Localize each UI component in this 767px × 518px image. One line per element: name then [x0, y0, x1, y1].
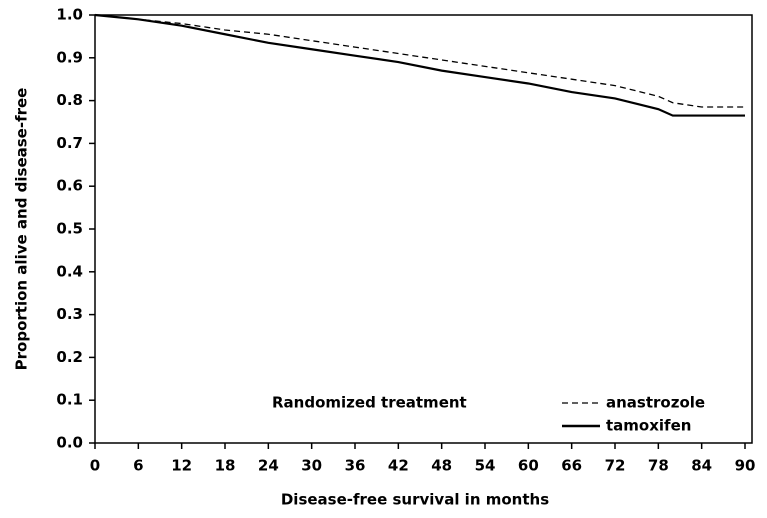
- series-line: [94, 13, 745, 117]
- x-tick-label: 6: [133, 457, 143, 475]
- x-tick-label: 78: [648, 457, 669, 475]
- x-tick-label: 66: [561, 457, 582, 475]
- x-tick-label: 12: [171, 457, 192, 475]
- x-tick-label: 30: [301, 457, 322, 475]
- y-tick-label: 0.5: [56, 220, 83, 238]
- y-tick-label: 0.6: [56, 177, 83, 195]
- y-tick-label: 0.3: [56, 305, 83, 323]
- x-tick-label: 54: [475, 457, 496, 475]
- y-tick-label: 0.2: [56, 348, 83, 366]
- x-tick-label: 48: [431, 457, 452, 475]
- x-axis-label: Disease-free survival in months: [281, 491, 549, 509]
- y-tick-label: 1.0: [56, 6, 83, 24]
- x-tick-label: 24: [258, 457, 279, 475]
- y-tick-label: 0.0: [56, 434, 83, 452]
- plot-frame: [94, 14, 753, 444]
- x-tick-label: 72: [605, 457, 626, 475]
- y-tick-label: 0.1: [56, 391, 83, 409]
- y-tick-label: 0.4: [56, 262, 83, 280]
- legend-label: tamoxifen: [606, 417, 691, 435]
- x-tick-label: 0: [90, 457, 100, 475]
- y-tick-label: 0.8: [56, 91, 83, 109]
- x-tick-label: 42: [388, 457, 409, 475]
- x-tick-label: 60: [518, 457, 539, 475]
- x-tick-label: 36: [345, 457, 366, 475]
- series-line: [94, 14, 745, 108]
- y-axis-label: Proportion alive and disease-free: [13, 88, 31, 371]
- legend-label: anastrozole: [606, 394, 705, 412]
- x-tick-label: 90: [735, 457, 756, 475]
- x-tick-label: 84: [691, 457, 712, 475]
- legend-title: Randomized treatment: [272, 394, 467, 412]
- y-tick-label: 0.9: [56, 48, 83, 66]
- x-tick-label: 18: [215, 457, 236, 475]
- y-tick-label: 0.7: [56, 134, 83, 152]
